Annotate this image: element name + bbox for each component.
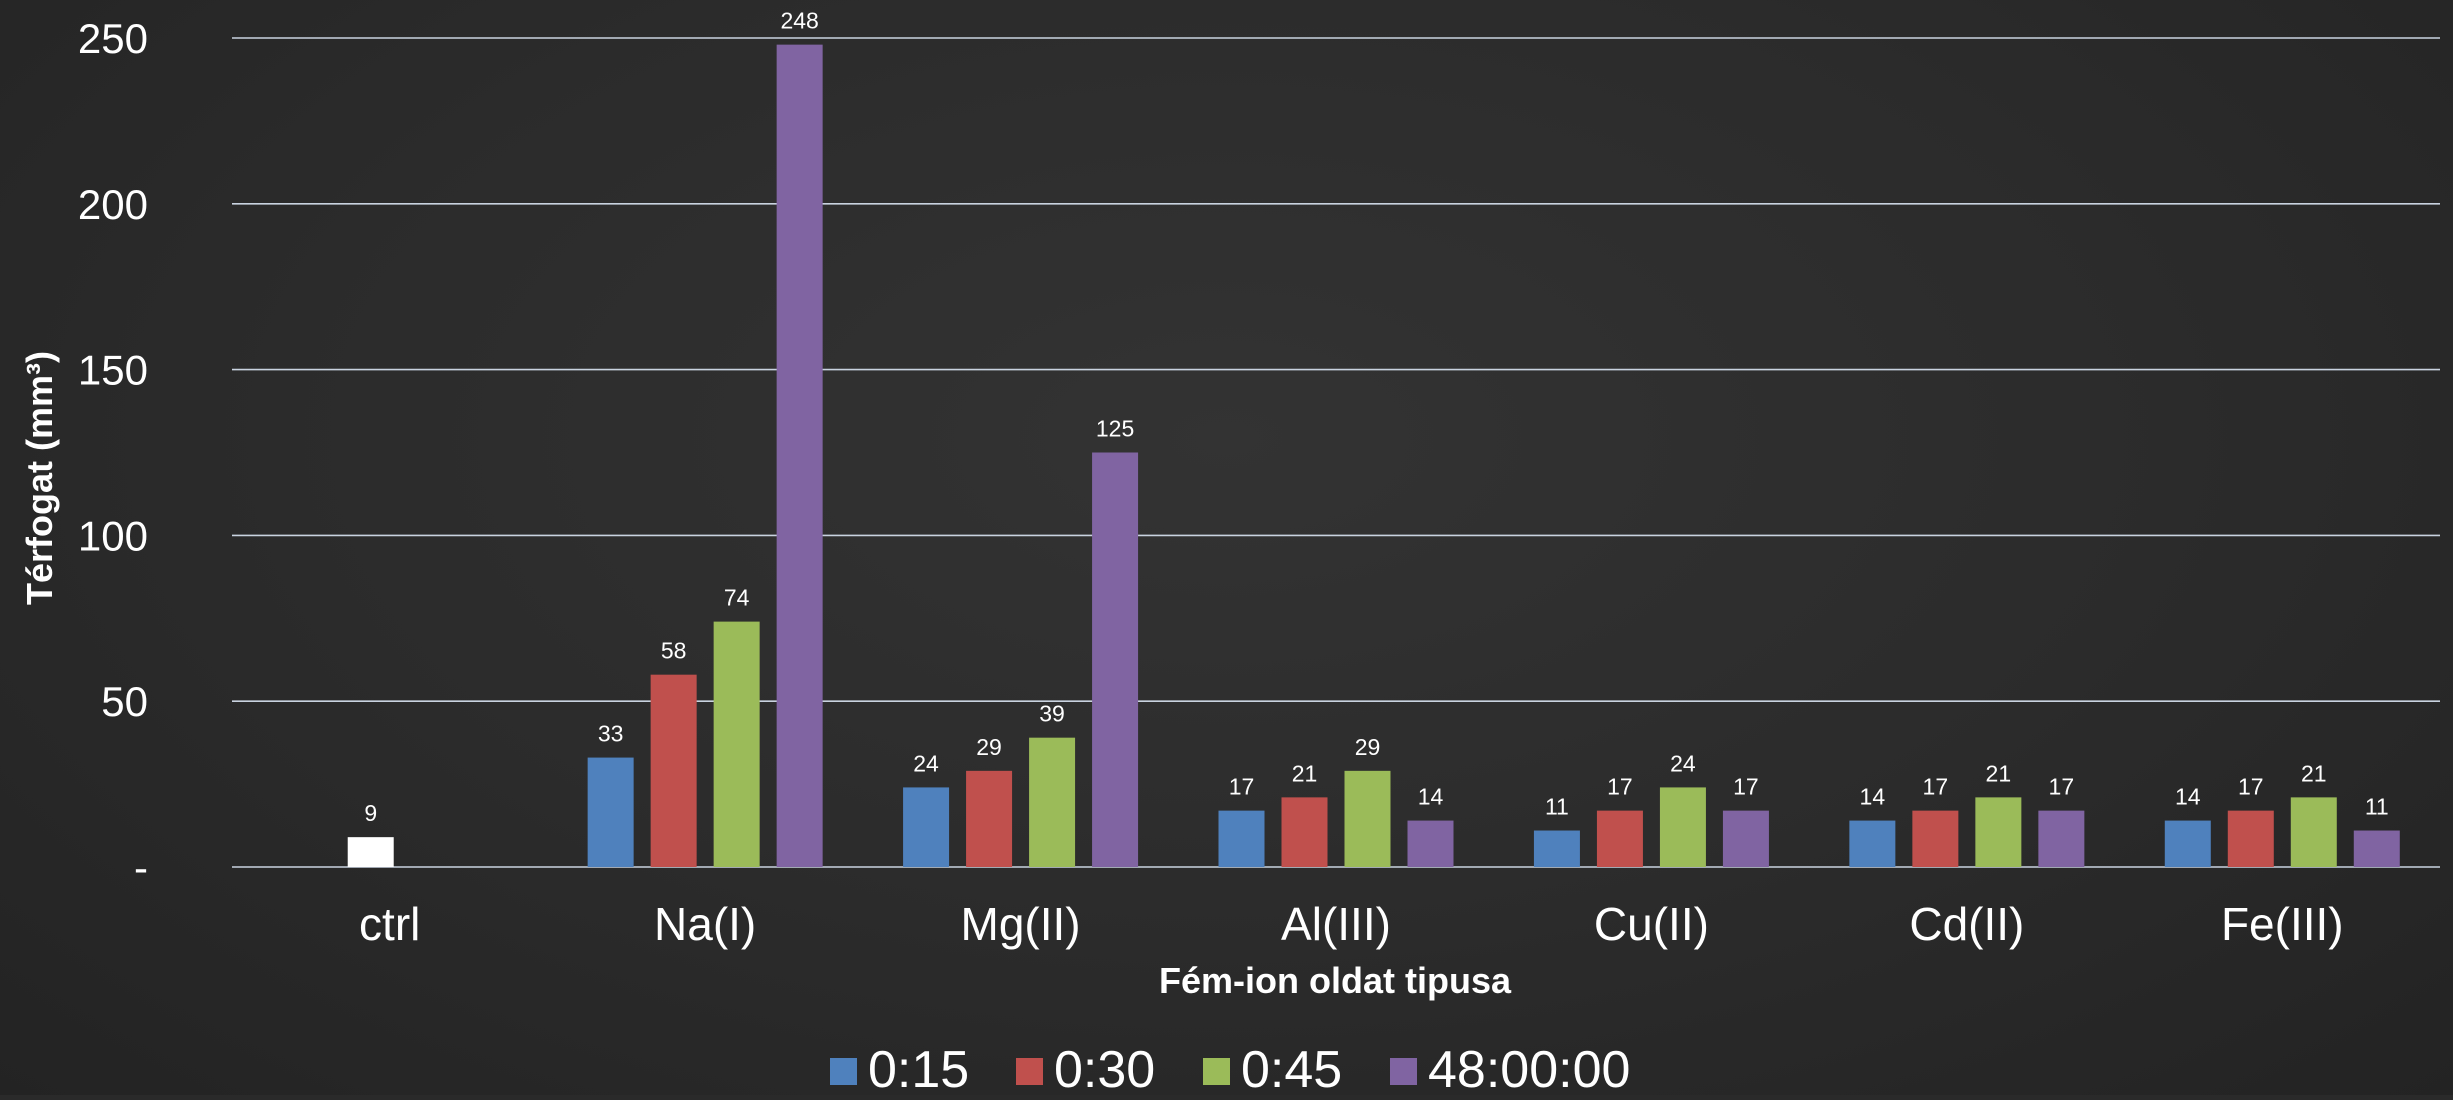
bar <box>1722 810 1769 867</box>
bar <box>1218 810 1265 867</box>
bar <box>587 757 634 867</box>
grid-lines <box>232 37 2440 868</box>
data-label: 29 <box>976 734 1002 760</box>
legend-swatch <box>1203 1058 1230 1085</box>
y-tick-label: 50 <box>101 678 148 725</box>
data-labels: 9 33 58 74 248 24 29 39 125 17 21 29 14 11 17 24 17 14 17 2… <box>364 8 2388 827</box>
bar <box>903 787 950 867</box>
data-label: 21 <box>1986 760 2012 786</box>
y-axis-title: Térfogat (mm³) <box>19 351 60 605</box>
data-label: 11 <box>1545 794 1569 820</box>
y-tick-label: 100 <box>78 512 148 559</box>
bar <box>1975 797 2022 867</box>
bar <box>1344 770 1391 867</box>
y-tick-label: 250 <box>78 15 148 62</box>
x-tick-label: ctrl <box>359 898 420 950</box>
bar <box>2353 830 2400 867</box>
data-label: 17 <box>1607 774 1633 800</box>
data-label: 29 <box>1355 734 1381 760</box>
legend-label: 0:45 <box>1241 1041 1342 1095</box>
legend-label: 0:15 <box>868 1041 969 1095</box>
bar <box>1596 810 1643 867</box>
legend-item: 0:15 <box>830 1041 969 1099</box>
y-tick-label: 200 <box>78 181 148 228</box>
bars <box>347 44 2400 867</box>
legend-item: 0:45 <box>1203 1041 1342 1099</box>
bar <box>713 621 760 867</box>
bar <box>1912 810 1959 867</box>
x-tick-labels: ctrl Na(I) Mg(II) Al(III) Cu(II) Cd(II) Fe(III… <box>359 898 2344 950</box>
bar-ctrl <box>347 837 394 867</box>
data-label: 17 <box>1229 774 1255 800</box>
x-axis-title: Fém-ion oldat tipusa <box>1159 960 1512 1001</box>
legend-swatch <box>830 1058 857 1085</box>
x-tick-label: Fe(III) <box>2221 898 2344 950</box>
data-label: 24 <box>1670 750 1696 776</box>
data-label: 58 <box>661 638 687 664</box>
bar <box>2227 810 2274 867</box>
data-label: 14 <box>1418 784 1444 810</box>
data-label: 9 <box>364 800 377 826</box>
x-tick-label: Al(III) <box>1281 898 1391 950</box>
legend-swatch <box>1016 1058 1043 1085</box>
bar <box>776 44 823 867</box>
legend-label: 48:00:00 <box>1428 1041 1630 1095</box>
bar <box>1092 452 1139 867</box>
y-tick-labels: - 50 100 150 200 250 <box>78 15 148 891</box>
data-label: 21 <box>2301 760 2327 786</box>
bar <box>2290 797 2337 867</box>
legend: 0:15 0:30 0:45 48:00:00 <box>830 1041 1630 1099</box>
data-label: 17 <box>2238 774 2264 800</box>
bar <box>1849 820 1896 867</box>
data-label: 14 <box>2175 784 2201 810</box>
data-label: 39 <box>1039 701 1065 727</box>
data-label: 17 <box>1923 774 1949 800</box>
x-tick-label: Na(I) <box>654 898 756 950</box>
x-tick-label: Mg(II) <box>961 898 1081 950</box>
bar <box>966 770 1013 867</box>
data-label: 17 <box>1733 774 1759 800</box>
legend-item: 0:30 <box>1016 1041 1155 1099</box>
bar <box>1659 787 1706 867</box>
bar <box>650 674 697 867</box>
data-label: 17 <box>2049 774 2075 800</box>
y-tick-label: 150 <box>78 347 148 394</box>
x-tick-label: Cu(II) <box>1594 898 1709 950</box>
bar <box>1407 820 1454 867</box>
data-label: 24 <box>913 750 939 776</box>
data-label: 248 <box>780 8 818 34</box>
bar <box>2164 820 2211 867</box>
data-label: 11 <box>2365 794 2389 820</box>
bar <box>1533 830 1580 867</box>
y-tick-label: - <box>134 844 148 891</box>
bar <box>2038 810 2085 867</box>
bar <box>1029 737 1076 867</box>
bar <box>1281 797 1328 867</box>
x-tick-label: Cd(II) <box>1909 898 2024 950</box>
data-label: 74 <box>724 585 750 611</box>
legend-item: 48:00:00 <box>1390 1041 1630 1099</box>
legend-swatch <box>1390 1058 1417 1085</box>
data-label: 21 <box>1292 760 1318 786</box>
data-label: 125 <box>1096 416 1134 442</box>
data-label: 33 <box>598 721 624 747</box>
data-label: 14 <box>1860 784 1886 810</box>
legend-label: 0:30 <box>1054 1041 1155 1095</box>
